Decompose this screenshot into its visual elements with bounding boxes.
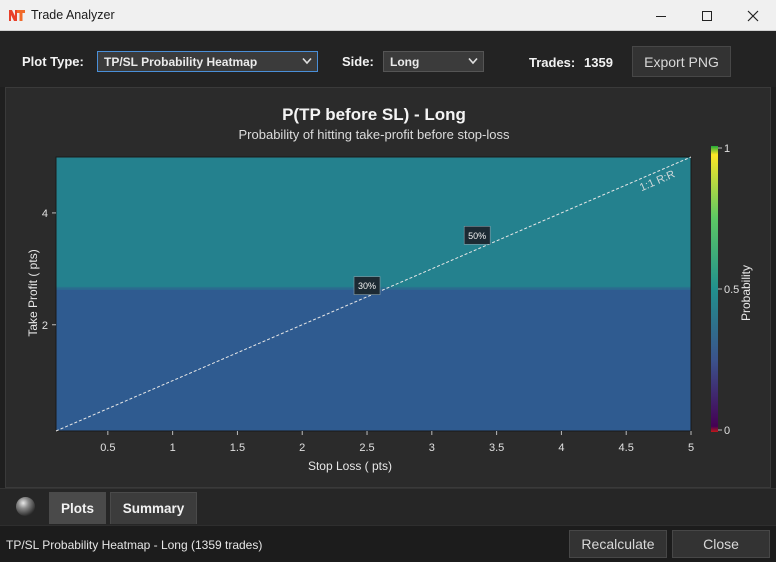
minimize-icon	[656, 15, 666, 17]
colorbar-tick-label: 0	[724, 425, 730, 437]
tab-bar: Plots Summary	[0, 488, 776, 525]
close-icon	[747, 10, 759, 21]
heatmap-region	[56, 288, 691, 431]
trades-count: 1359	[584, 55, 613, 70]
tab-summary[interactable]: Summary	[110, 492, 197, 524]
app-logo-icon	[9, 10, 25, 21]
plot-type-label: Plot Type:	[22, 54, 84, 69]
heatmap-chart: P(TP before SL) - Long Probability of hi…	[26, 105, 753, 473]
annotation-box	[353, 276, 381, 295]
export-png-button[interactable]: Export PNG	[632, 46, 731, 77]
colorbar-ticks: 00.51	[718, 143, 739, 437]
annotation-label: 50%	[468, 231, 486, 241]
x-tick-label: 5	[688, 442, 694, 454]
x-tick-label: 0.5	[100, 442, 115, 454]
annotations: 30% 50%	[353, 225, 491, 295]
heatmap-region	[56, 157, 691, 289]
status-text: TP/SL Probability Heatmap - Long (1359 t…	[6, 538, 263, 552]
close-window-button[interactable]	[730, 0, 776, 31]
toolbar: Plot Type: TP/SL Probability Heatmap Sid…	[0, 31, 776, 87]
minimize-button[interactable]	[638, 0, 684, 31]
window-title: Trade Analyzer	[31, 8, 115, 22]
x-tick-label: 1.5	[230, 442, 245, 454]
plot-frame	[55, 156, 692, 432]
close-button[interactable]: Close	[672, 530, 770, 558]
heatmap-cells	[56, 157, 691, 431]
side-select[interactable]: Long	[383, 51, 484, 72]
chart-subtitle: Probability of hitting take-profit befor…	[239, 127, 510, 142]
colorbar-tick-label: 0.5	[724, 284, 739, 296]
side-label: Side:	[342, 54, 374, 69]
y-tick-label: 2	[42, 320, 48, 332]
maximize-icon	[702, 10, 712, 21]
plot-area: P(TP before SL) - Long Probability of hi…	[5, 87, 771, 488]
colorbar-tick-label: 1	[724, 143, 730, 155]
x-tick-label: 3.5	[489, 442, 504, 454]
tab-plots[interactable]: Plots	[49, 492, 106, 524]
side-value: Long	[390, 55, 420, 69]
annotation-label: 30%	[358, 281, 376, 291]
x-tick-label: 4	[558, 442, 564, 454]
annotation-box	[463, 225, 491, 245]
chevron-down-icon	[468, 57, 478, 65]
x-tick-label: 3	[429, 442, 435, 454]
chart-title: P(TP before SL) - Long	[282, 105, 466, 124]
trades-label: Trades:	[529, 55, 576, 70]
x-tick-label: 2.5	[359, 442, 374, 454]
x-tick-label: 2	[299, 442, 305, 454]
y-tick-label: 4	[42, 208, 48, 220]
status-bar: TP/SL Probability Heatmap - Long (1359 t…	[0, 525, 776, 562]
colorbar	[711, 146, 718, 432]
x-tick-label: 4.5	[619, 442, 634, 454]
x-tick-label: 1	[170, 442, 176, 454]
recalculate-button[interactable]: Recalculate	[569, 530, 667, 558]
chevron-down-icon	[302, 57, 312, 65]
y-axis-label: Take Profit ( pts)	[26, 249, 40, 336]
x-axis: 0.5 1 1.5 2 2.5 3 3.5 4 4.5 5	[100, 431, 694, 454]
status-orb-icon	[16, 497, 35, 516]
plot-type-value: TP/SL Probability Heatmap	[104, 55, 258, 69]
plot-type-select[interactable]: TP/SL Probability Heatmap	[97, 51, 318, 72]
maximize-button[interactable]	[684, 0, 730, 31]
colorbar-label: Probability	[739, 265, 753, 321]
x-axis-label: Stop Loss ( pts)	[308, 459, 392, 473]
y-axis: 24	[42, 208, 56, 332]
title-bar: Trade Analyzer	[0, 0, 776, 31]
